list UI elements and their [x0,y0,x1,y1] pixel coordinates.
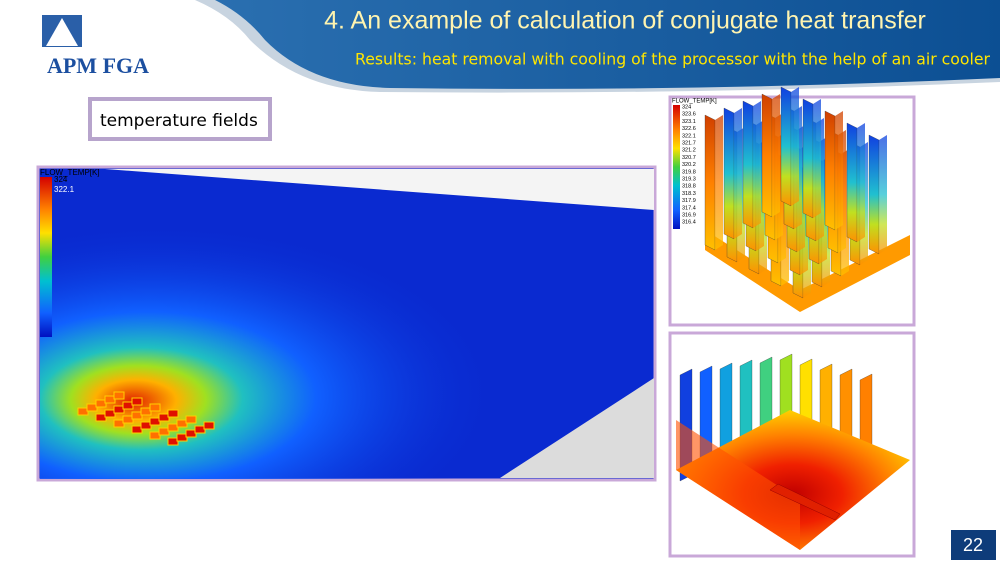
cpu-pad [203,421,215,430]
pin-side [813,99,821,218]
legend-label: 318.8 [682,184,696,190]
heatsink-side [676,420,800,550]
legend-label: 321.2 [682,148,696,154]
pin [780,86,792,207]
logo-mark-detail [46,18,78,46]
legend-label: 316.9 [682,212,696,218]
pin-side [715,115,723,250]
pin [846,122,858,243]
background-corner [500,378,654,478]
header-band [215,0,1000,89]
legend-label: 322.1 [682,133,696,139]
heatsink-pins [704,86,887,299]
pin [704,114,716,251]
legend-label: 316.4 [682,220,696,226]
pin [868,134,880,255]
cpu-pad [185,415,197,424]
bottom-right-panel [668,331,916,558]
pin-side [772,94,780,217]
cpu-pads [77,391,215,446]
colorbar [673,105,680,229]
slide-subtitle: Results: heat removal with cooling of th… [355,50,990,69]
legend-label: 319.3 [682,176,696,182]
legend-label: 322.6 [682,126,696,132]
label-text: temperature fields [100,111,258,131]
pin [742,100,754,229]
left-panel: FLOW_TEMP[K] 324 322.1 [36,165,657,482]
legend-label: 317.9 [682,198,696,204]
legend-label: 318.3 [682,191,696,197]
legend-label: 323.6 [682,112,696,118]
heatsink-bottom [676,410,910,550]
pin [824,110,836,231]
cpu-pad [167,409,179,418]
legend-label: 317.4 [682,205,696,211]
pin [761,93,773,218]
background-corner [105,169,654,210]
legend-label: 321.7 [682,140,696,146]
logo-text: APM FGA [47,53,149,78]
logo: APM FGA [42,15,149,78]
legend-label: 319.8 [682,169,696,175]
heatsink-base [705,230,910,312]
slide-title: 4. An example of calculation of conjugat… [324,7,926,35]
label-box [88,97,272,141]
page-number: 22 [963,535,983,555]
pin-side [734,108,742,239]
legend-label: 323.1 [682,119,696,125]
pin-side [879,135,887,254]
legend-label: 320.2 [682,162,696,168]
pin-side [753,101,761,228]
cpu-pad [113,391,125,400]
pin-side [791,87,799,206]
legend-label: 324 [682,104,691,110]
colorbar [40,177,52,337]
cpu-pad [149,403,161,412]
legend-title: FLOW_TEMP[K] [672,99,717,105]
legend-label: 324 [54,175,68,184]
legend-label: 320.7 [682,155,696,161]
pin [802,98,814,219]
top-right-panel: FLOW_TEMP[K] 324323.6323.1322.6322.1321.… [668,86,916,327]
pin [723,107,735,240]
pin-side [835,111,843,230]
cpu-pad [131,397,143,406]
legend-label: 322.1 [54,185,75,194]
page-number-box [951,530,996,560]
pin-side [857,123,865,242]
cpu-contact [769,483,841,521]
legend-title: FLOW_TEMP[K] [40,168,100,177]
